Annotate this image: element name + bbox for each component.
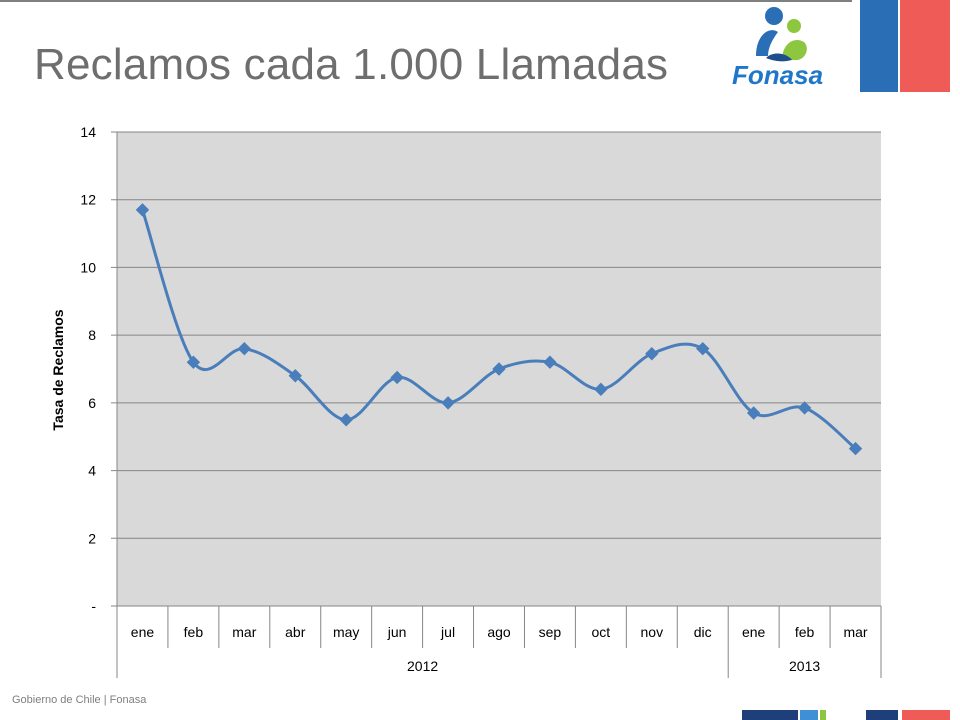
data-point (696, 341, 710, 356)
data-point (645, 347, 659, 361)
x-axis-categories: ene feb mar abr may jun jul ago sep oct nov dic ene f… (116, 606, 882, 678)
data-point (237, 341, 252, 356)
y-axis-ticks: - 2 4 6 8 10 12 14 (80, 124, 96, 614)
y-tick-label: 8 (88, 327, 96, 343)
footer-text: Gobierno de Chile | Fonasa (12, 694, 147, 706)
top-rule (0, 0, 852, 2)
y-tick-label: 6 (88, 395, 96, 411)
data-point (339, 413, 353, 427)
x-tick-label: oct (592, 624, 611, 640)
y-tick-label: 2 (88, 530, 96, 546)
y-tick-label: - (91, 598, 96, 614)
data-point (135, 203, 150, 217)
x-tick-label: mar (843, 624, 867, 640)
bottom-bar-red (902, 710, 950, 720)
x-tick-label: jun (387, 624, 407, 640)
bottom-bar-navy (866, 710, 898, 720)
data-point (594, 382, 608, 397)
x-group-label: 2012 (407, 658, 438, 674)
x-tick-label: ago (487, 624, 511, 640)
gridlines (111, 131, 881, 607)
y-axis-label: Tasa de Reclamos (50, 309, 66, 430)
data-point (746, 406, 761, 420)
x-tick-label: mar (232, 624, 256, 640)
y-tick-label: 4 (88, 463, 96, 479)
bottom-bar-light (800, 710, 818, 720)
bottom-bar-blue (742, 710, 798, 720)
data-point (492, 362, 506, 376)
y-tick-label: 14 (80, 124, 96, 140)
x-tick-label: sep (539, 624, 562, 640)
slide-title: Reclamos cada 1.000 Llamadas (34, 40, 669, 89)
data-point (390, 370, 404, 385)
x-tick-label: dic (694, 624, 712, 640)
data-point (543, 355, 557, 369)
x-tick-label: abr (285, 624, 306, 640)
x-tick-label: may (333, 624, 359, 640)
x-tick-label: feb (184, 624, 204, 640)
data-point (288, 369, 302, 383)
x-tick-label: feb (795, 624, 815, 640)
y-tick-label: 10 (80, 259, 96, 275)
x-tick-label: nov (641, 624, 664, 640)
x-group-label: 2013 (789, 658, 820, 674)
fonasa-logo-icon (756, 7, 807, 62)
flag-red-stripe (900, 0, 950, 92)
fonasa-logo-text: Fonasa (732, 60, 824, 90)
flag-blue-stripe (860, 0, 900, 92)
x-tick-label: ene (131, 624, 155, 640)
series-markers (135, 203, 863, 456)
y-tick-label: 12 (80, 192, 96, 208)
data-point (797, 401, 812, 415)
x-tick-label: jul (440, 624, 455, 640)
data-point (848, 441, 863, 456)
flag-divider (898, 0, 900, 92)
data-point (186, 355, 201, 369)
bottom-bar-green (820, 710, 826, 720)
data-point (441, 396, 455, 410)
x-tick-label: ene (742, 624, 766, 640)
